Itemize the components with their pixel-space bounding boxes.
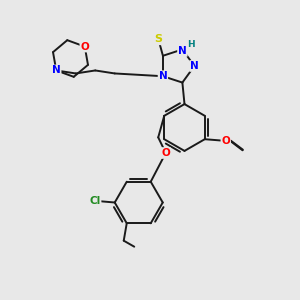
Text: Cl: Cl (89, 196, 100, 206)
Text: O: O (161, 148, 170, 158)
Text: N: N (52, 65, 61, 76)
Text: N: N (190, 61, 199, 71)
Text: S: S (154, 34, 162, 44)
Text: N: N (158, 71, 167, 81)
Text: N: N (178, 46, 187, 56)
Text: O: O (221, 136, 230, 146)
Text: O: O (80, 41, 89, 52)
Text: H: H (187, 40, 195, 50)
